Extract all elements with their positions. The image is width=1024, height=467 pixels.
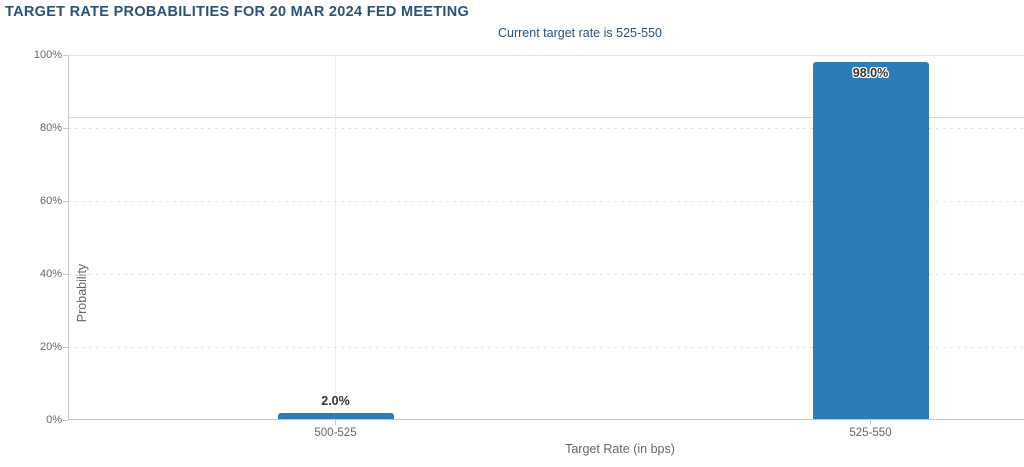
y-axis-tick-label: 80% xyxy=(39,122,62,134)
probability-bar[interactable] xyxy=(812,62,929,420)
y-gridline xyxy=(68,273,1024,275)
category-gridline xyxy=(335,55,336,420)
y-axis-tick-label: 0% xyxy=(46,414,62,426)
y-axis-tick-label: 20% xyxy=(39,341,62,353)
x-axis-line xyxy=(68,419,1024,420)
y-gridline xyxy=(68,346,1024,348)
y-axis-line xyxy=(68,55,69,420)
probability-bar[interactable] xyxy=(277,412,394,420)
x-axis-title: Target Rate (in bps) xyxy=(565,442,675,456)
x-axis-category-label: 500-525 xyxy=(314,427,357,439)
y-axis-tick xyxy=(63,201,68,202)
chart-title: TARGET RATE PROBABILITIES FOR 20 MAR 202… xyxy=(5,4,470,20)
y-axis-tick-label: 40% xyxy=(39,268,62,280)
y-axis-tick xyxy=(63,347,68,348)
bar-value-label: 98.0% xyxy=(852,66,889,81)
bar-value-label: 2.0% xyxy=(321,393,350,408)
x-axis-category-label: 525-550 xyxy=(849,427,892,439)
y-axis-tick-label: 60% xyxy=(39,195,62,207)
y-axis-tick xyxy=(63,55,68,56)
y-axis-tick xyxy=(63,420,68,421)
chart-subtitle: Current target rate is 525-550 xyxy=(498,26,662,40)
y-gridline xyxy=(68,127,1024,129)
y-gridline xyxy=(68,54,1024,56)
plot-area: Probability 500-525 2.0% 525-550 98.0% xyxy=(68,54,1024,439)
y-axis-tick-label: 100% xyxy=(33,49,62,61)
y-gridline xyxy=(68,200,1024,202)
y-axis-tick xyxy=(63,274,68,275)
y-axis-title: Probability xyxy=(75,263,89,323)
x-axis-tick xyxy=(335,420,336,425)
y-axis-tick xyxy=(63,128,68,129)
reference-line xyxy=(68,116,1024,118)
x-axis-tick xyxy=(870,420,871,425)
